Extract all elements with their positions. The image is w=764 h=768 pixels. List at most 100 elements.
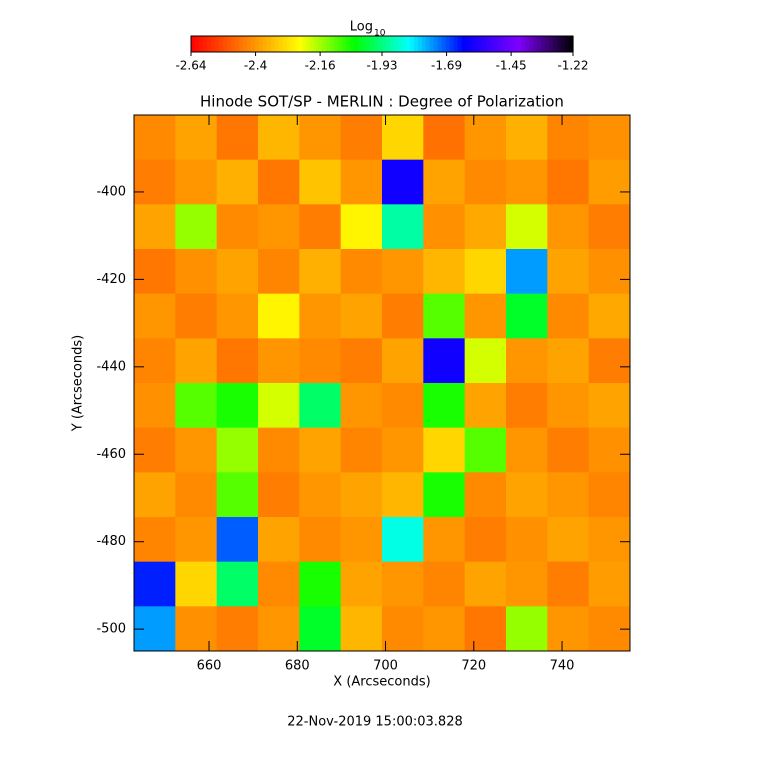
colorbar-segment: [477, 36, 483, 52]
heatmap-cell: [464, 472, 507, 518]
heatmap-cell: [506, 249, 548, 295]
colorbar-segment: [417, 36, 423, 52]
footer-date: 22-Nov-2019 15:00:03.828: [287, 715, 463, 730]
colorbar-segment: [413, 36, 419, 52]
heatmap-cell: [588, 561, 631, 607]
colorbar-segment: [513, 36, 518, 52]
colorbar-segment: [282, 36, 288, 52]
heatmap-cell: [134, 338, 176, 384]
colorbar-segment: [545, 36, 550, 52]
heatmap-cell: [547, 383, 590, 429]
colorbar-segment: [541, 36, 546, 52]
heatmap-cell: [382, 383, 424, 429]
colorbar-segment: [354, 36, 359, 52]
heatmap-cell: [588, 517, 631, 563]
y-axis-label: Y (Arcseconds): [71, 335, 86, 432]
colorbar-segment: [218, 36, 224, 52]
heatmap-cell: [258, 115, 300, 161]
heatmap-cell: [216, 204, 259, 250]
heatmap-cell: [464, 606, 507, 652]
heatmap-cell: [588, 427, 631, 473]
heatmap-cell: [588, 159, 631, 205]
colorbar-segment: [385, 36, 391, 52]
heatmap-cell: [382, 115, 424, 161]
heatmap-cell: [464, 338, 507, 384]
colorbar-segment: [290, 36, 296, 52]
colorbar-segment: [449, 36, 455, 52]
heatmap-cell: [547, 159, 590, 205]
colorbar-tick-label: -2.16: [305, 59, 336, 73]
heatmap-cell: [175, 115, 218, 161]
heatmap-cell: [216, 115, 259, 161]
colorbar-segment: [469, 36, 475, 52]
heatmap-cell: [175, 427, 218, 473]
heatmap-cell: [216, 606, 259, 652]
heatmap-cell: [299, 159, 342, 205]
colorbar-segment: [258, 36, 264, 52]
heatmap-cell: [134, 204, 176, 250]
y-tick-label: -500: [96, 622, 126, 637]
heatmap-cell: [423, 561, 466, 607]
colorbar-segment: [561, 36, 566, 52]
heatmap-cell: [464, 115, 507, 161]
heatmap-cell: [258, 383, 300, 429]
heatmap-cell: [340, 293, 383, 339]
heatmap-cell: [588, 293, 631, 339]
heatmap-cell: [506, 115, 548, 161]
heatmap-cell: [134, 517, 176, 563]
heatmap-cell: [299, 249, 342, 295]
colorbar-segment: [286, 36, 292, 52]
heatmap-cell: [382, 606, 424, 652]
heatmap-cell: [299, 204, 342, 250]
colorbar-tick-label: -2.4: [244, 59, 267, 73]
colorbar-segment: [481, 36, 487, 52]
colorbar-segment: [194, 36, 200, 52]
heatmap-cell: [547, 561, 590, 607]
heatmap-cell: [134, 472, 176, 518]
heatmap-cell: [134, 159, 176, 205]
colorbar-segment: [191, 36, 196, 52]
colorbar-segment: [537, 36, 542, 52]
heatmap-cell: [382, 159, 424, 205]
colorbar-segment: [409, 36, 415, 52]
heatmap-cell: [382, 517, 424, 563]
heatmap-cell: [506, 561, 548, 607]
heatmap-cell: [588, 338, 631, 384]
colorbar-segment: [334, 36, 339, 52]
heatmap-cell: [423, 115, 466, 161]
colorbar-tick-label: -1.93: [366, 59, 397, 73]
heatmap-cell: [506, 606, 548, 652]
heatmap-cell: [423, 606, 466, 652]
heatmap-cell: [547, 472, 590, 518]
colorbar-segment: [553, 36, 558, 52]
colorbar-label-sub: 10: [374, 29, 386, 39]
colorbar-segment: [274, 36, 280, 52]
heatmap-cell: [547, 115, 590, 161]
heatmap-cell: [134, 561, 176, 607]
colorbar-segment: [314, 36, 319, 52]
heatmap-cell: [134, 383, 176, 429]
colorbar-segment: [521, 36, 526, 52]
heatmap-cell: [382, 204, 424, 250]
colorbar-segment: [246, 36, 252, 52]
heatmap-cell: [258, 427, 300, 473]
heatmap-cell: [506, 159, 548, 205]
colorbar-segment: [250, 36, 256, 52]
heatmap-cell: [588, 249, 631, 295]
heatmap-cell: [547, 606, 590, 652]
colorbar-segment: [517, 36, 522, 52]
colorbar-segment: [505, 36, 510, 52]
colorbar-segment: [206, 36, 212, 52]
heatmap-cell: [258, 159, 300, 205]
colorbar-segment: [557, 36, 562, 52]
heatmap-cell: [175, 606, 218, 652]
colorbar-segment: [433, 36, 439, 52]
colorbar-segment: [202, 36, 208, 52]
colorbar-segment: [405, 36, 411, 52]
heatmap-cell: [134, 427, 176, 473]
colorbar-segment: [549, 36, 554, 52]
heatmap-cell: [299, 338, 342, 384]
colorbar-segment: [362, 36, 367, 52]
heatmap-cell: [175, 383, 218, 429]
